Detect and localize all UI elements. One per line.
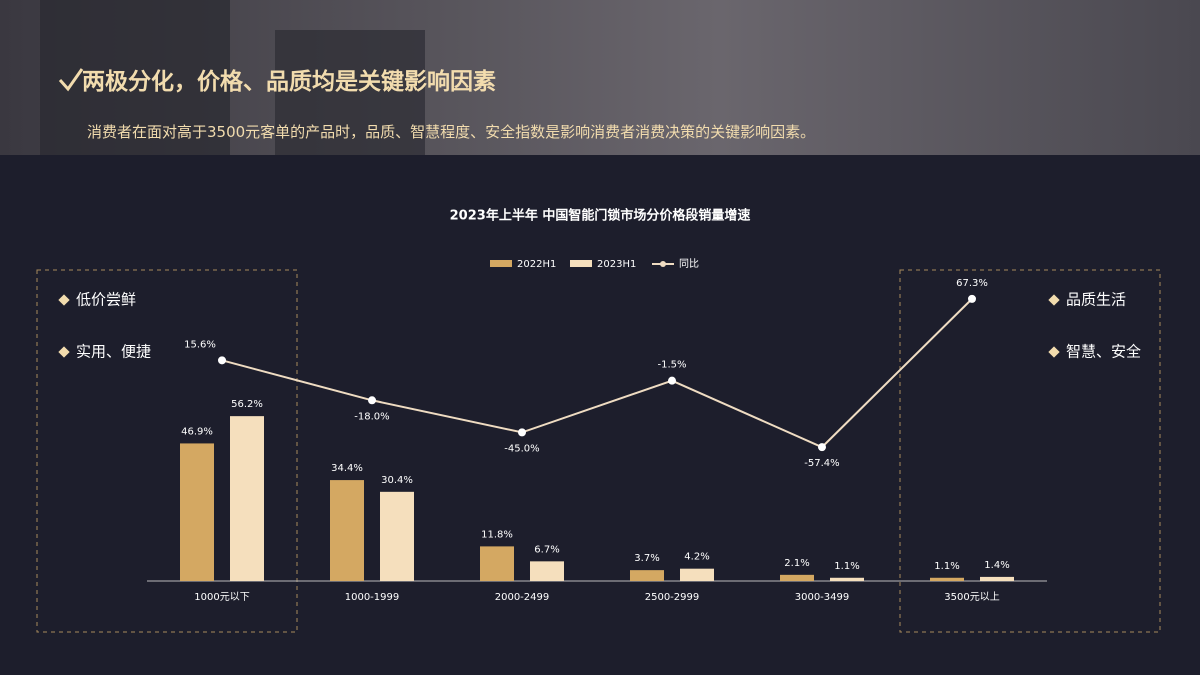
annotation: 实用、便捷 [76,343,151,361]
data-label: -57.4% [804,458,839,469]
data-label: 2.1% [784,558,809,569]
data-label: 56.2% [231,399,263,410]
data-label: 34.4% [331,463,363,474]
bullet [58,346,70,358]
bullet [1048,346,1060,358]
x-tick-label: 1000元以下 [194,592,249,603]
bar [530,561,564,581]
window [275,30,425,155]
line-point [518,428,526,437]
data-label: 46.9% [181,426,213,437]
window [40,0,230,155]
bar [830,577,864,581]
legend-label: 2022H1 [517,259,556,270]
data-label: -1.5% [657,360,686,371]
x-tick-label: 3000-3499 [795,592,850,603]
bar [630,570,664,581]
bar [480,546,514,581]
line [221,298,973,449]
data-label: 6.7% [534,544,559,555]
line-point [818,443,826,452]
data-label: 3.7% [634,553,659,564]
legend-swatch [660,261,666,267]
line-point [368,396,376,405]
header-decoration [40,0,425,155]
legend-swatch [570,260,592,267]
bullet [58,294,70,306]
data-label: 1.1% [934,561,959,572]
x-tick-label: 3500元以上 [944,591,999,603]
bar [230,416,264,581]
bar [330,480,364,581]
annotation: 智慧、安全 [1066,343,1141,361]
title: 两极分化，价格、品质均是关键影响因素 [82,69,496,95]
check-icon [58,68,84,92]
data-label: 67.3% [956,278,988,289]
line-point [218,356,226,365]
subtitle: 消费者在面对高于3500元客单的产品时，品质、智慧程度、安全指数是影响消费者消费… [87,123,816,141]
right-box [899,269,1161,633]
data-label: 15.6% [184,339,216,350]
annotation: 低价尝鲜 [76,291,136,309]
line-point [668,376,676,385]
bar [930,577,964,581]
legend-label: 2023H1 [597,259,636,270]
bar [180,443,214,581]
data-label: 30.4% [381,475,413,486]
data-label: -18.0% [354,411,389,422]
data-label: 11.8% [481,529,513,540]
annotation: 品质生活 [1066,291,1126,309]
bar [780,574,814,581]
bar [980,576,1014,581]
chart-title: 2023年上半年 中国智能门锁市场分价格段销量增速 [450,208,751,224]
x-tick-label: 2000-2499 [495,592,550,603]
legend-label: 同比 [679,258,699,270]
bar [680,568,714,581]
left-box [36,269,298,633]
data-label: 1.4% [984,560,1009,571]
x-tick-label: 2500-2999 [645,592,700,603]
legend-swatch [490,260,512,267]
bar [380,491,414,581]
bullet [1048,294,1060,306]
header-background [0,0,1200,155]
line-point [968,294,976,303]
data-label: 1.1% [834,561,859,572]
data-label: 4.2% [684,552,709,563]
data-label: -45.0% [504,443,539,454]
x-tick-label: 1000-1999 [345,592,400,603]
